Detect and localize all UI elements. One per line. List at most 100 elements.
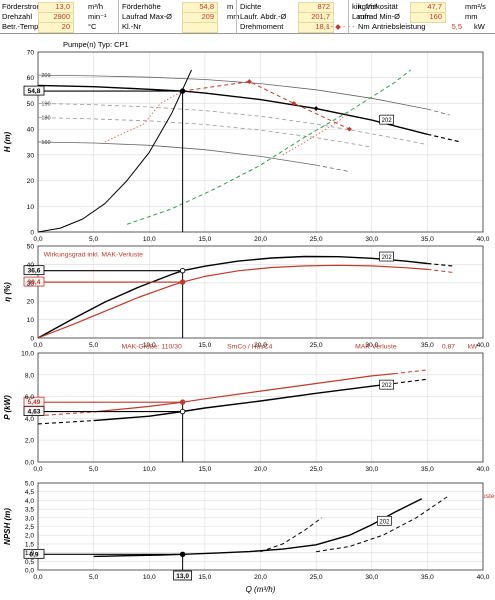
y-tick-label: 70 [27, 50, 35, 57]
operating-point-tag: 5,49 [28, 399, 41, 406]
x-tick-label: 0,0 [33, 466, 42, 473]
header-label: kin. Viskosität [352, 2, 398, 11]
operating-point-marker [179, 399, 186, 405]
annotation: MAK-Größe: 110/30 [121, 343, 182, 350]
header-value: 872 [317, 2, 330, 11]
x-tick-label: 40,0 [477, 574, 490, 581]
header-label: Kl.-Nr [122, 22, 142, 31]
x-tick-label: 40,0 [477, 466, 490, 473]
operating-point-tag: 54,8 [28, 88, 41, 95]
y-tick-label: 50 [27, 101, 35, 108]
y-tick-label: 5,0 [25, 481, 34, 488]
chart-head [23, 51, 484, 233]
y-tick-label: 3,5 [25, 507, 34, 514]
x-tick-label: 15,0 [198, 236, 211, 243]
header-label: Laufrad Max-Ø [122, 12, 173, 21]
x-tick-label: 20,0 [254, 574, 267, 581]
plot-frame [37, 482, 484, 571]
y-axis-label: NPSH (m) [3, 508, 12, 545]
x-tick-label: 10,0 [143, 342, 156, 349]
series-line [37, 69, 192, 233]
header-separator [236, 0, 237, 33]
operating-point-x-tag: 13,0 [176, 573, 189, 580]
header-unit: mm [465, 12, 478, 21]
header-unit: m³/h [88, 2, 103, 11]
series-line [37, 420, 94, 425]
x-tick-label: 5,0 [89, 466, 98, 473]
y-tick-label: 40 [27, 262, 35, 269]
header-value: 20 [61, 22, 70, 31]
x-axis-label: Q (m³/h) [246, 585, 276, 594]
header-unit: mm²/s [465, 2, 486, 11]
header-value: 47,7 [427, 2, 442, 11]
series-line [126, 69, 412, 225]
x-tick-label: 0,0 [33, 342, 42, 349]
y-tick-label: 2,5 [25, 524, 34, 531]
y-tick-label: 4,0 [25, 416, 34, 423]
x-tick-label: 15,0 [198, 574, 211, 581]
header-unit: mm [227, 12, 240, 21]
y-tick-label: 2,0 [25, 438, 34, 445]
data-point [347, 126, 352, 132]
x-tick-label: 35,0 [421, 342, 434, 349]
curve-label: 209 [41, 73, 50, 79]
y-tick-label: 0,5 [25, 559, 34, 566]
operating-point-tag: 4,63 [28, 409, 41, 416]
operating-point-tag: 30,4 [28, 279, 41, 286]
chart-power [23, 352, 484, 463]
operating-point-tag: 0,9 [29, 551, 38, 558]
x-tick-label: 30,0 [365, 574, 378, 581]
y-tick-label: 8,0 [25, 372, 34, 379]
header-value-box [182, 22, 218, 33]
operating-point-marker [179, 267, 186, 274]
operating-point-tag-box [23, 265, 45, 276]
y-axis-label: η (%) [3, 282, 12, 302]
x-tick-label: 35,0 [421, 466, 434, 473]
annotation: Wirkungsgrad inkl. MAK-Verluste [44, 251, 144, 258]
x-tick-label: 40,0 [477, 342, 490, 349]
chart-efficiency [23, 245, 484, 339]
series-line [316, 494, 450, 553]
data-point [313, 106, 319, 111]
header-label: Förderhöhe [122, 2, 161, 11]
curve-tag-box [377, 515, 392, 526]
series-line [427, 108, 450, 116]
curve-tag: 202 [382, 255, 393, 261]
y-tick-label: 10 [27, 204, 35, 211]
curve-tag: 202 [382, 118, 393, 124]
x-tick-label: 15,0 [198, 342, 211, 349]
x-tick-label: 30,0 [365, 342, 378, 349]
series-line [104, 90, 183, 143]
y-tick-label: 60 [27, 75, 35, 82]
y-axis-label: H (m) [3, 131, 12, 152]
series-line [93, 373, 395, 413]
series-line [427, 268, 456, 274]
y-tick-label: 1,5 [25, 541, 34, 548]
chart-title: Pumpe(n) Typ: CP1 [63, 40, 129, 49]
curve-label: 160 [41, 140, 50, 146]
x-tick-label: 10,0 [143, 466, 156, 473]
header-separator [118, 0, 119, 33]
operating-point-tag: 36,6 [28, 268, 41, 275]
header-value-box [38, 22, 74, 33]
header-label: Dichte [240, 2, 262, 11]
x-tick-label: 5,0 [89, 574, 98, 581]
plot-frame [37, 245, 484, 339]
header-unit: m [227, 2, 234, 11]
header-value: 201,7 [311, 12, 330, 21]
header-label: Drehzahl [2, 12, 33, 21]
header-label: Betr.-Temp tA [2, 22, 48, 31]
x-tick-label: 35,0 [421, 236, 434, 243]
series-line [93, 382, 395, 422]
series-line [37, 74, 428, 110]
series-line [393, 369, 428, 375]
operating-point-tag-box [23, 276, 45, 287]
header-value: 13,0 [55, 2, 70, 11]
annotation: 0,87 [442, 343, 455, 350]
curve-label: 180 [41, 116, 50, 122]
operating-point-marker [179, 408, 186, 415]
operating-point-tag-box [23, 85, 45, 96]
annotation: SmCo / HasC4 [227, 343, 273, 350]
header-unit: °C [88, 22, 97, 31]
